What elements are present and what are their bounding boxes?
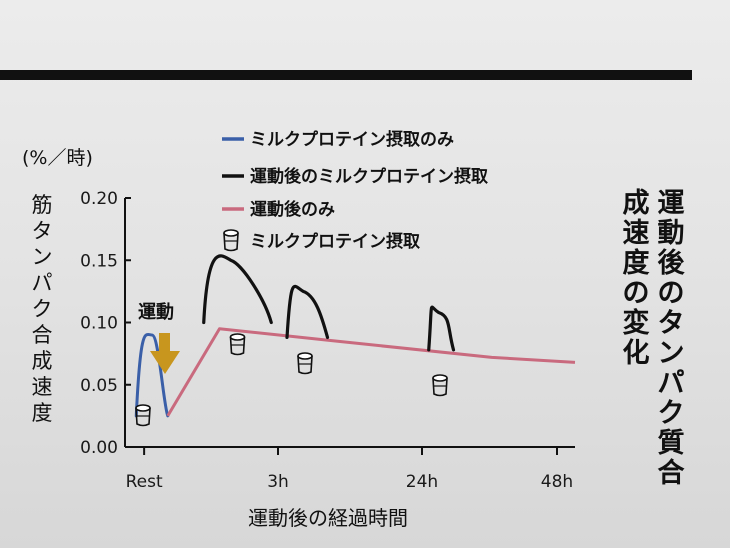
legend-label: ミルクプロテイン摂取 xyxy=(250,231,420,252)
x-axis-title: 運動後の経過時間 xyxy=(248,506,408,530)
y-tick-label: 0.05 xyxy=(80,376,118,396)
y-unit-label: (%／時) xyxy=(22,147,93,169)
y-axis-title-char: タ xyxy=(32,219,53,243)
side-title-char: 成 xyxy=(623,188,650,219)
series-exercise-only xyxy=(166,327,576,417)
y-tick-label: 0.10 xyxy=(80,314,118,334)
y-axis-title-char: 合 xyxy=(32,323,53,347)
cup-rim xyxy=(297,352,313,360)
cup-body xyxy=(229,336,246,356)
y-axis-title-char: 度 xyxy=(32,401,53,425)
y-axis-title-char: 成 xyxy=(32,349,53,373)
side-title-char: 運 xyxy=(658,188,685,219)
cup-rim xyxy=(432,374,448,382)
side-title-char: の xyxy=(623,278,650,309)
x-tick-labels: Rest 3h 24h 48h xyxy=(126,472,574,492)
side-title-char: ク xyxy=(658,398,685,429)
side-title-char: 度 xyxy=(623,247,650,279)
legend-label: 運動後のみ xyxy=(250,199,335,220)
legend: ミルクプロテイン摂取のみ運動後のミルクプロテイン摂取運動後のみミルクプロテイン摂… xyxy=(222,129,488,252)
series-exercise-milk-protein-pulse xyxy=(427,305,456,352)
cup-body xyxy=(223,232,239,252)
y-axis-title-char: 筋 xyxy=(32,193,53,217)
series-exercise-milk-protein-pulse xyxy=(202,254,273,325)
side-title-char: 質 xyxy=(658,428,685,459)
header-rule xyxy=(0,70,692,80)
side-title-char: タ xyxy=(658,308,685,339)
x-tick-label: 48h xyxy=(541,472,573,492)
y-tick-label: 0.00 xyxy=(80,438,118,458)
exercise-label: 運動 xyxy=(138,301,174,323)
milk-protein-cup-marker xyxy=(432,374,448,397)
y-axis-title-char: 速 xyxy=(32,375,53,399)
side-title-char: 動 xyxy=(658,218,685,249)
x-tick-label: Rest xyxy=(126,472,163,492)
side-title-char: の xyxy=(658,278,685,309)
y-tick-labels: 0.00 0.05 0.10 0.15 0.20 xyxy=(80,189,118,458)
x-tick-label: 24h xyxy=(406,472,438,492)
y-axis-title-char: パ xyxy=(32,271,53,295)
legend-label: ミルクプロテイン摂取のみ xyxy=(250,129,454,150)
milk-protein-cup-marker xyxy=(229,333,246,356)
y-tick-label: 0.15 xyxy=(80,251,118,271)
y-axis-title-char: ン xyxy=(32,245,53,269)
cup-rim xyxy=(135,404,151,412)
series-milk-protein-only xyxy=(134,332,170,418)
cup-body xyxy=(297,355,313,375)
x-tick-label: 3h xyxy=(267,472,289,492)
side-title-char: パ xyxy=(658,368,685,399)
legend-cup-icon xyxy=(223,229,239,252)
side-title-char: 合 xyxy=(658,457,685,489)
milk-protein-cup-marker xyxy=(135,404,151,427)
cup-body xyxy=(432,377,448,397)
milk-protein-cup-marker xyxy=(297,352,313,375)
side-title-char: 後 xyxy=(658,248,686,279)
exercise-arrow xyxy=(150,333,180,374)
side-title-char: 変 xyxy=(623,307,650,339)
series-exercise-milk-protein-pulse xyxy=(285,284,330,340)
side-title-char: ン xyxy=(658,338,685,369)
milk-protein-markers xyxy=(135,333,448,427)
legend-label: 運動後のミルクプロテイン摂取 xyxy=(250,166,488,187)
side-title-char: 速 xyxy=(623,218,650,249)
plot-area xyxy=(134,254,576,418)
y-tick-label: 0.20 xyxy=(80,189,118,209)
y-axis-title-char: ク xyxy=(32,297,53,321)
side-title-char: 化 xyxy=(623,338,650,369)
cup-body xyxy=(135,407,151,427)
cup-rim xyxy=(223,229,239,237)
axes xyxy=(124,197,575,455)
cup-rim xyxy=(229,333,246,341)
